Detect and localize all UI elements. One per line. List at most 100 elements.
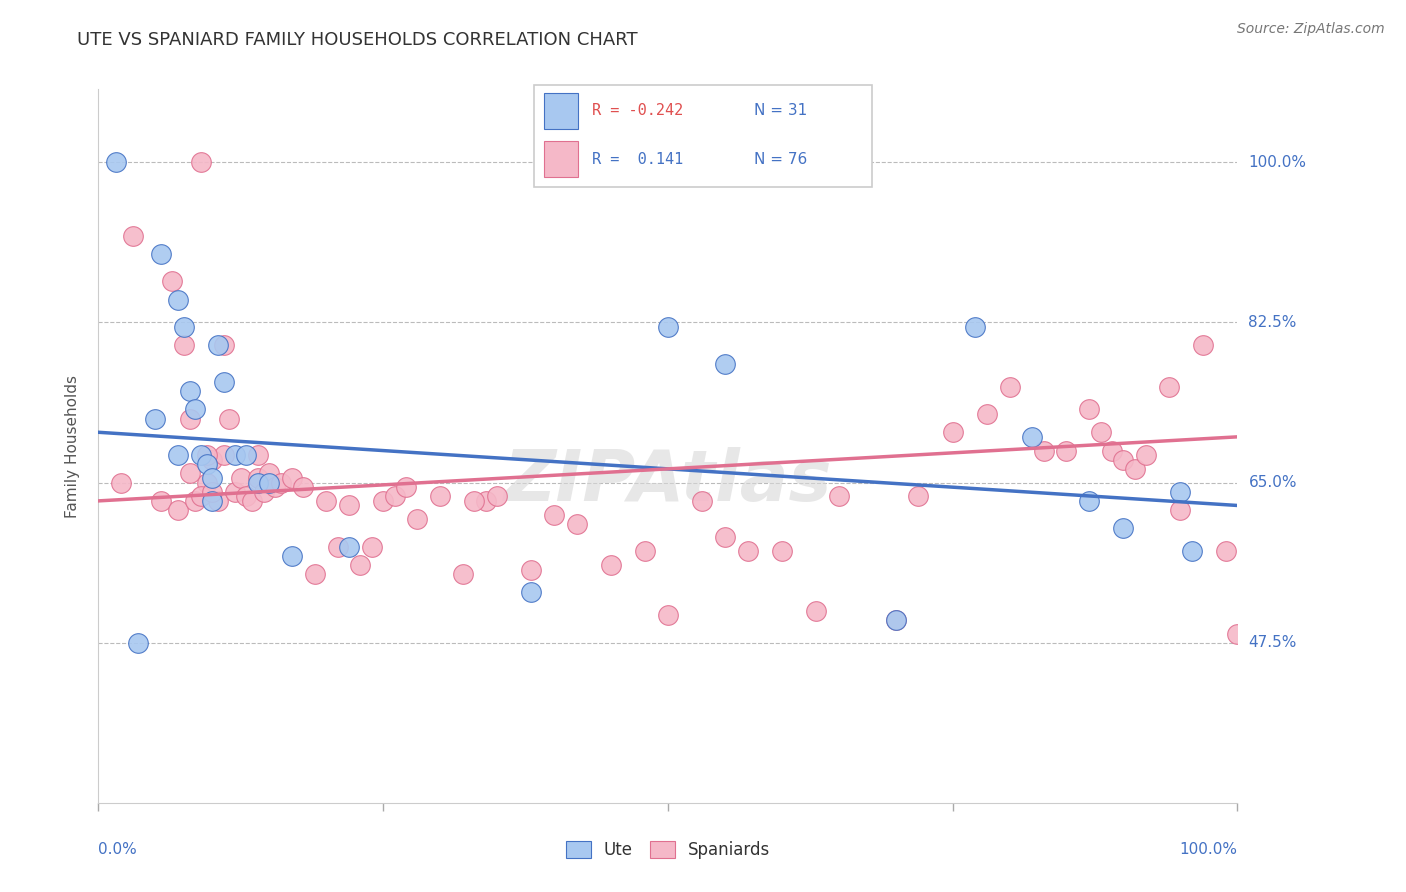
Point — [167, 293, 190, 307]
Text: N = 76: N = 76 — [754, 152, 807, 167]
Point — [201, 471, 224, 485]
Point — [281, 549, 304, 563]
Point — [224, 448, 246, 462]
Point — [246, 448, 269, 462]
Point — [884, 613, 907, 627]
Point — [259, 475, 281, 490]
Point — [201, 494, 224, 508]
Point — [264, 480, 287, 494]
Point — [1078, 494, 1101, 508]
Point — [207, 338, 229, 352]
Point — [201, 452, 224, 467]
Point — [326, 540, 349, 554]
FancyBboxPatch shape — [544, 93, 578, 128]
Point — [235, 448, 257, 462]
Point — [1170, 503, 1192, 517]
Point — [486, 489, 509, 503]
Text: 65.0%: 65.0% — [1249, 475, 1296, 490]
Point — [173, 320, 195, 334]
Text: 100.0%: 100.0% — [1180, 842, 1237, 856]
Point — [543, 508, 565, 522]
Point — [195, 448, 218, 462]
Point — [520, 562, 543, 576]
Point — [634, 544, 657, 558]
Point — [360, 540, 382, 554]
Point — [246, 471, 269, 485]
Point — [451, 567, 474, 582]
Point — [828, 489, 851, 503]
Point — [463, 494, 485, 508]
Point — [1226, 626, 1249, 640]
Point — [657, 608, 679, 623]
Point — [212, 448, 235, 462]
Point — [337, 540, 360, 554]
Point — [942, 425, 965, 440]
Point — [162, 274, 184, 288]
Point — [520, 585, 543, 599]
FancyBboxPatch shape — [544, 141, 578, 177]
Point — [1056, 443, 1078, 458]
Point — [384, 489, 406, 503]
Point — [173, 338, 195, 352]
Point — [371, 494, 394, 508]
Point — [195, 475, 218, 490]
Point — [690, 494, 713, 508]
Point — [737, 544, 759, 558]
Text: 82.5%: 82.5% — [1249, 315, 1296, 330]
Text: 0.0%: 0.0% — [98, 842, 138, 856]
Point — [190, 155, 212, 169]
Point — [218, 411, 240, 425]
Text: R =  0.141: R = 0.141 — [592, 152, 683, 167]
Point — [657, 320, 679, 334]
Point — [406, 512, 429, 526]
Point — [184, 494, 207, 508]
Point — [304, 567, 326, 582]
Point — [907, 489, 929, 503]
Point — [235, 489, 257, 503]
Point — [337, 499, 360, 513]
Point — [179, 411, 201, 425]
Point — [270, 475, 292, 490]
Point — [1170, 484, 1192, 499]
Point — [600, 558, 623, 572]
Point — [184, 402, 207, 417]
Point — [1032, 443, 1054, 458]
Text: Source: ZipAtlas.com: Source: ZipAtlas.com — [1237, 22, 1385, 37]
Point — [292, 480, 315, 494]
Point — [195, 458, 218, 472]
Point — [104, 155, 127, 169]
Point — [965, 320, 987, 334]
Point — [474, 494, 496, 508]
Y-axis label: Family Households: Family Households — [65, 375, 80, 517]
Point — [395, 480, 418, 494]
Point — [1157, 379, 1180, 393]
Point — [1112, 452, 1135, 467]
Point — [1090, 425, 1112, 440]
Point — [315, 494, 337, 508]
Point — [252, 484, 274, 499]
Point — [1192, 338, 1215, 352]
Point — [212, 375, 235, 389]
Point — [167, 448, 190, 462]
Point — [998, 379, 1021, 393]
Point — [281, 471, 304, 485]
Point — [150, 494, 173, 508]
Point — [714, 531, 737, 545]
Point — [1181, 544, 1204, 558]
Point — [229, 471, 252, 485]
Text: ZIPAtlas: ZIPAtlas — [503, 447, 832, 516]
Point — [240, 494, 263, 508]
Point — [179, 384, 201, 398]
Text: N = 31: N = 31 — [754, 103, 807, 119]
Point — [246, 475, 269, 490]
Point — [110, 475, 132, 490]
Point — [1078, 402, 1101, 417]
Point — [127, 636, 149, 650]
Point — [145, 411, 167, 425]
Point — [1021, 430, 1043, 444]
Text: UTE VS SPANIARD FAMILY HOUSEHOLDS CORRELATION CHART: UTE VS SPANIARD FAMILY HOUSEHOLDS CORREL… — [77, 31, 638, 49]
Point — [884, 613, 907, 627]
Point — [976, 407, 998, 421]
Point — [224, 484, 246, 499]
Point — [207, 494, 229, 508]
